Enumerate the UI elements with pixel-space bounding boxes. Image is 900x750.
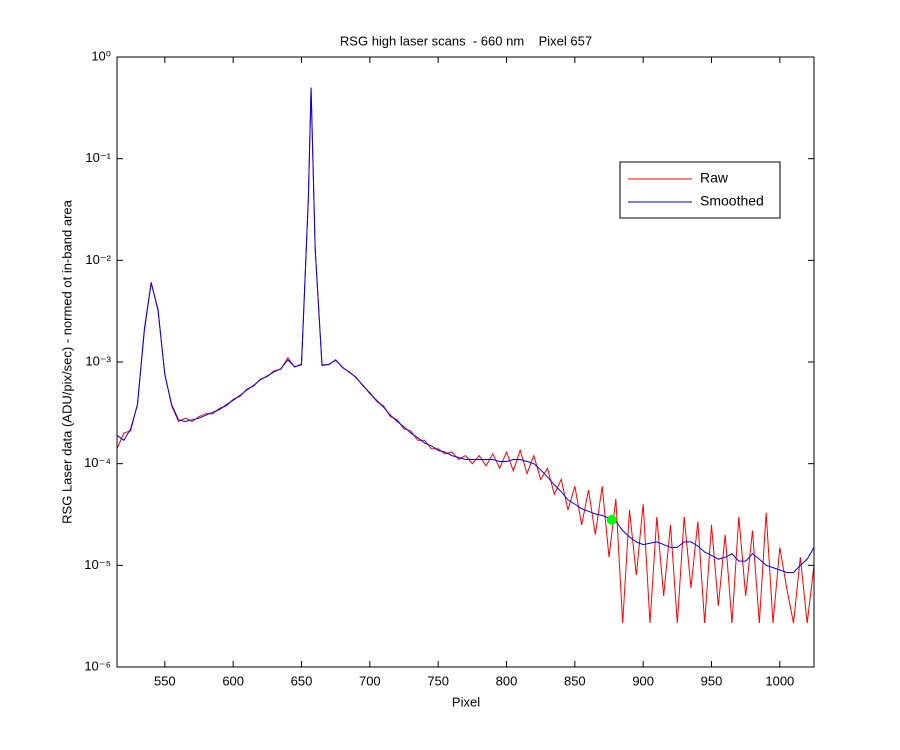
highlight-point [606, 514, 617, 525]
y-tick-label: 10⁻⁴ [84, 455, 111, 470]
x-tick-label: 800 [496, 673, 518, 688]
series-line [117, 87, 814, 574]
y-tick-label: 10⁻² [85, 252, 111, 267]
legend-label: Smoothed [700, 193, 764, 209]
x-tick-label: 650 [291, 673, 313, 688]
y-axis-label: RSG Laser data (ADU/pix/sec) - normed ot… [59, 199, 74, 523]
x-tick-label: 550 [154, 673, 176, 688]
y-tick-label: 10⁻⁵ [84, 557, 111, 572]
legend-label: Raw [700, 170, 729, 186]
y-tick-label: 10⁻¹ [85, 150, 111, 165]
series-line [117, 87, 814, 624]
x-tick-label: 600 [222, 673, 244, 688]
x-tick-label: 700 [359, 673, 381, 688]
chart-title: RSG high laser scans - 660 nm Pixel 657 [340, 33, 592, 48]
x-axis-label: Pixel [452, 694, 480, 709]
plot-area [117, 57, 814, 667]
x-tick-label: 1000 [765, 673, 794, 688]
x-tick-label: 750 [427, 673, 449, 688]
x-tick-label: 950 [701, 673, 723, 688]
y-tick-label: 10⁰ [91, 48, 111, 63]
x-tick-label: 900 [632, 673, 654, 688]
x-tick-label: 850 [564, 673, 586, 688]
legend-box [619, 161, 781, 219]
y-tick-label: 10⁻⁶ [84, 658, 111, 673]
y-tick-label: 10⁻³ [85, 353, 111, 368]
